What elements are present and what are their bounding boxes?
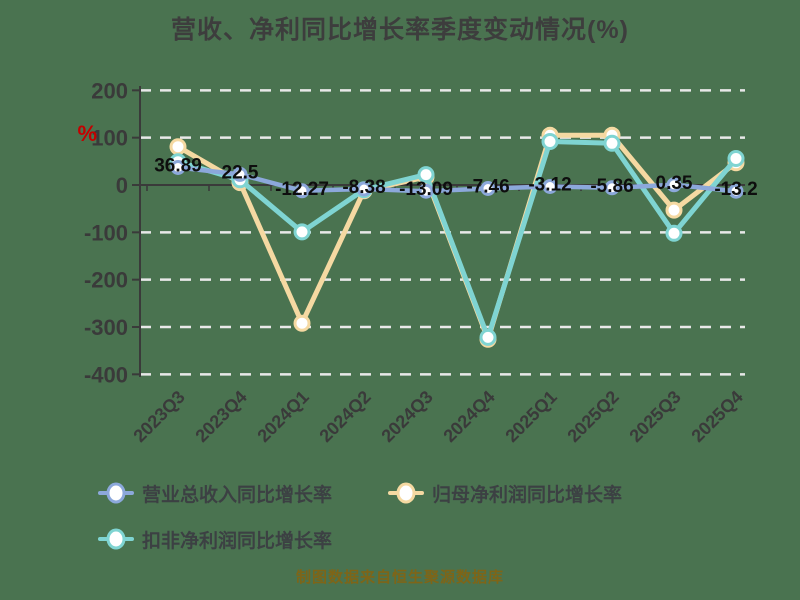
data-point[interactable] — [665, 224, 683, 242]
data-label: -12.27 — [275, 179, 329, 200]
x-tick-label: 2024Q3 — [377, 387, 436, 446]
data-source-note: 制图数据来自恒生聚源数据库 — [295, 569, 504, 586]
data-label: 0.35 — [656, 173, 693, 194]
legend: 营业总收入同比增长率 归母净利润同比增长率 扣非净利润同比增长率 — [98, 477, 758, 555]
x-tick-label: 2025Q1 — [501, 387, 560, 446]
x-tick-label: 2025Q2 — [563, 387, 622, 446]
y-tick-label: 100 — [91, 126, 128, 151]
data-label: 36.89 — [154, 156, 202, 177]
data-label: -8.38 — [342, 177, 385, 198]
data-label: -5.86 — [590, 176, 633, 197]
line-net-profit-growth[interactable] — [175, 132, 739, 342]
x-tick-label: 2025Q4 — [687, 387, 746, 446]
data-label: -7.46 — [466, 177, 509, 198]
legend-label-deducted-net-profit: 扣非净利润同比增长率 — [142, 530, 333, 552]
data-point[interactable] — [666, 177, 682, 193]
legend-marker-deducted-net-profit-icon — [98, 528, 134, 550]
data-point[interactable] — [356, 181, 372, 197]
data-point[interactable] — [480, 181, 496, 196]
data-point[interactable] — [294, 183, 310, 199]
data-label: -13.2 — [714, 179, 757, 200]
y-tick-label: -300 — [84, 315, 128, 340]
data-point[interactable] — [169, 138, 187, 156]
data-point[interactable] — [665, 201, 683, 219]
x-tick-label: 2024Q4 — [439, 387, 498, 446]
legend-item-net-profit-growth[interactable]: 归母净利润同比增长率 — [388, 477, 622, 509]
y-tick-label: 0 — [116, 173, 128, 198]
data-point[interactable] — [542, 179, 558, 194]
y-tick-label: -200 — [84, 268, 128, 293]
x-tick-label: 2023Q3 — [129, 387, 188, 446]
x-tick-label: 2023Q4 — [191, 387, 250, 446]
y-axis-unit-label: % — [77, 121, 97, 146]
data-point[interactable] — [418, 183, 434, 199]
data-point[interactable] — [232, 166, 248, 182]
y-tick-label: 200 — [91, 78, 128, 103]
chart-title: 营收、净利同比增长率季度变动情况(%) — [171, 16, 629, 44]
data-label: -13.09 — [399, 179, 453, 200]
data-point[interactable] — [417, 166, 435, 184]
y-tick-label: -400 — [84, 362, 128, 387]
data-point[interactable] — [293, 314, 311, 332]
line-revenue-growth[interactable] — [175, 165, 739, 194]
data-label: 22.5 — [222, 162, 259, 183]
data-point[interactable] — [479, 328, 497, 346]
legend-item-deducted-net-profit-growth[interactable]: 扣非净利润同比增长率 — [98, 523, 332, 555]
legend-marker-net-profit-icon — [388, 482, 425, 504]
legend-label-revenue: 营业总收入同比增长率 — [142, 484, 333, 506]
data-label: -3.12 — [528, 174, 571, 195]
line-deducted-net-profit-growth[interactable] — [175, 139, 739, 340]
data-point[interactable] — [604, 180, 620, 196]
x-tick-label: 2024Q1 — [253, 387, 312, 446]
x-tick-label: 2024Q2 — [315, 387, 374, 446]
data-point[interactable] — [728, 183, 744, 199]
legend-marker-revenue-icon — [98, 482, 134, 504]
data-point[interactable] — [541, 133, 559, 150]
y-tick-label: -100 — [84, 220, 128, 245]
data-point[interactable] — [727, 150, 745, 167]
data-point[interactable] — [603, 134, 621, 152]
legend-item-revenue-growth[interactable]: 营业总收入同比增长率 — [98, 477, 332, 509]
data-point[interactable] — [293, 223, 311, 241]
x-tick-label: 2025Q3 — [625, 387, 684, 446]
data-point[interactable] — [170, 160, 186, 175]
legend-label-net-profit: 归母净利润同比增长率 — [432, 484, 623, 506]
